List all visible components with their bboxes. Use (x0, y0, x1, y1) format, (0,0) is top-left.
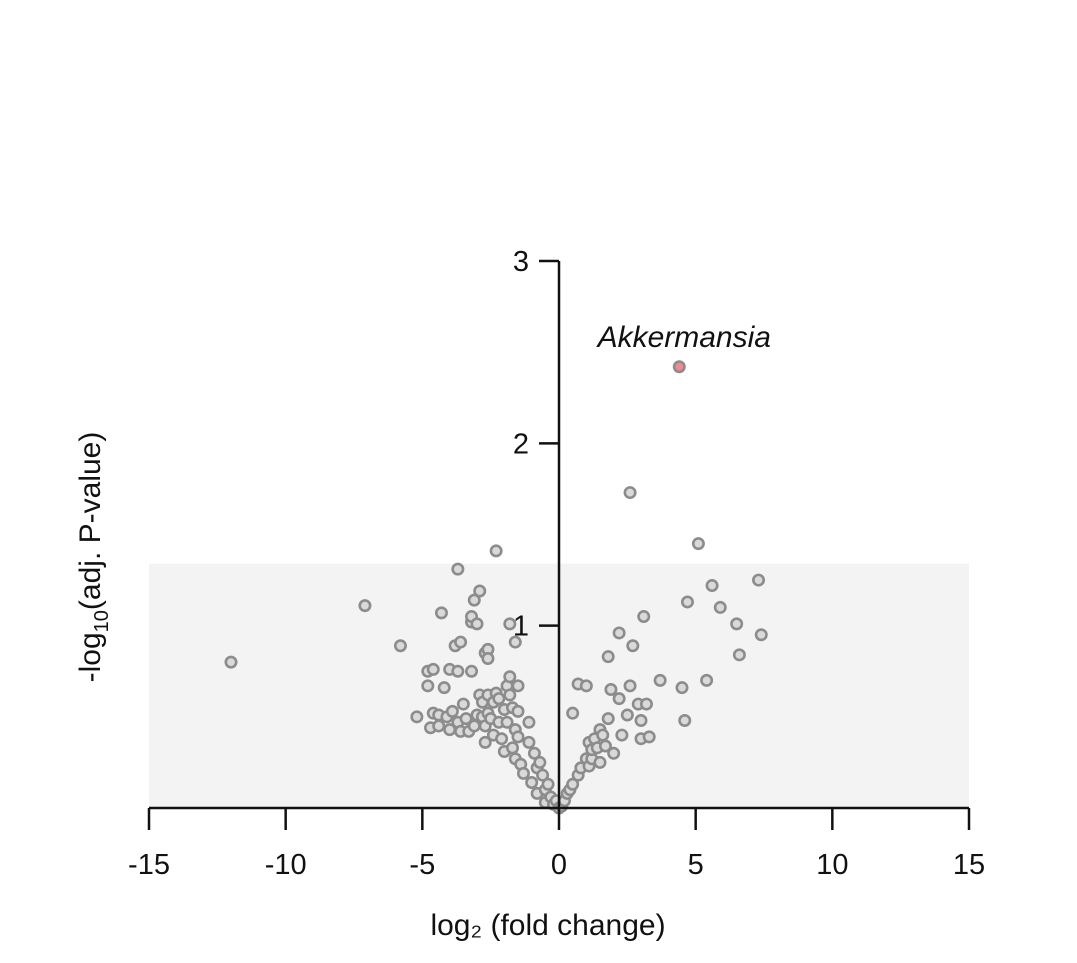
data-point (478, 735, 492, 749)
data-point (511, 730, 525, 744)
data-point (492, 692, 506, 706)
data-point (445, 704, 459, 718)
data-point (732, 648, 746, 662)
data-point (637, 610, 651, 624)
data-point (596, 728, 610, 742)
data-point (566, 777, 580, 791)
data-point (522, 715, 536, 729)
data-point (730, 617, 744, 631)
data-point (467, 719, 481, 733)
data-point (536, 768, 550, 782)
highlight-group: Akkermansia (596, 321, 771, 374)
data-point (437, 681, 451, 695)
x-axis-title: log₂ (fold change) (430, 909, 665, 942)
data-point (675, 681, 689, 695)
data-point (612, 626, 626, 640)
y-axis-title-rest: (adj. P-value) (74, 432, 107, 610)
data-point (434, 606, 448, 620)
data-point (623, 679, 637, 693)
highlight-label: Akkermansia (596, 321, 771, 354)
x-tick-label: -15 (128, 849, 170, 881)
data-point (421, 679, 435, 693)
data-point (598, 739, 612, 753)
data-point (426, 662, 440, 676)
data-point (533, 755, 547, 769)
data-point (579, 679, 593, 693)
data-point (604, 682, 618, 696)
data-point (623, 486, 637, 500)
data-point (516, 766, 530, 780)
data-point (522, 735, 536, 749)
data-point (639, 697, 653, 711)
y-tick-label: 1 (513, 611, 529, 643)
data-point (470, 617, 484, 631)
data-point (451, 664, 465, 678)
data-point (680, 595, 694, 609)
data-point (612, 692, 626, 706)
data-point (358, 599, 372, 613)
data-point (525, 775, 539, 789)
data-point (224, 655, 238, 669)
data-point (456, 697, 470, 711)
data-point (593, 755, 607, 769)
data-point (678, 713, 692, 727)
data-point (700, 673, 714, 687)
data-point (653, 673, 667, 687)
data-point (481, 651, 495, 665)
data-point (473, 584, 487, 598)
x-tick-label: 5 (688, 849, 704, 881)
data-point (527, 746, 541, 760)
data-point (467, 593, 481, 607)
data-point (503, 617, 517, 631)
x-axis-ticks: -15 -10 -5 0 5 10 15 (128, 808, 985, 881)
data-point (566, 706, 580, 720)
data-point (511, 704, 525, 718)
y-tick-label: 3 (513, 246, 529, 278)
data-point (634, 713, 648, 727)
x-tick-label: 15 (953, 849, 985, 881)
data-point (511, 679, 525, 693)
x-tick-label: -10 (265, 849, 307, 881)
data-point (459, 712, 473, 726)
data-point (503, 670, 517, 684)
data-point (601, 650, 615, 664)
data-point (451, 562, 465, 576)
data-points (224, 486, 768, 815)
data-point (503, 688, 517, 702)
data-point (465, 664, 479, 678)
data-point (752, 573, 766, 587)
highlight-point (672, 360, 686, 374)
data-point (713, 600, 727, 614)
x-tick-label: 10 (816, 849, 848, 881)
data-point (541, 777, 555, 791)
data-point (615, 728, 629, 742)
data-point (432, 719, 446, 733)
y-axis-title: -log10(adj. P-value) (74, 432, 113, 683)
x-tick-label: 0 (551, 849, 567, 881)
data-point (506, 741, 520, 755)
data-point (489, 544, 503, 558)
y-tick-label: 2 (513, 428, 529, 460)
data-point (754, 628, 768, 642)
data-point (620, 708, 634, 722)
data-point (705, 579, 719, 593)
data-point (500, 715, 514, 729)
x-tick-label: -5 (409, 849, 435, 881)
data-point (601, 712, 615, 726)
data-point (626, 639, 640, 653)
data-point (508, 635, 522, 649)
data-point (691, 537, 705, 551)
data-point (607, 746, 621, 760)
y-axis-title-subscript: 10 (91, 610, 113, 632)
y-axis-title-main: -log (74, 632, 107, 682)
data-point (393, 639, 407, 653)
y-axis-ticks: 1 2 3 (513, 246, 559, 643)
data-point (642, 730, 656, 744)
data-point (410, 710, 424, 724)
data-point (454, 635, 468, 649)
data-point (495, 732, 509, 746)
